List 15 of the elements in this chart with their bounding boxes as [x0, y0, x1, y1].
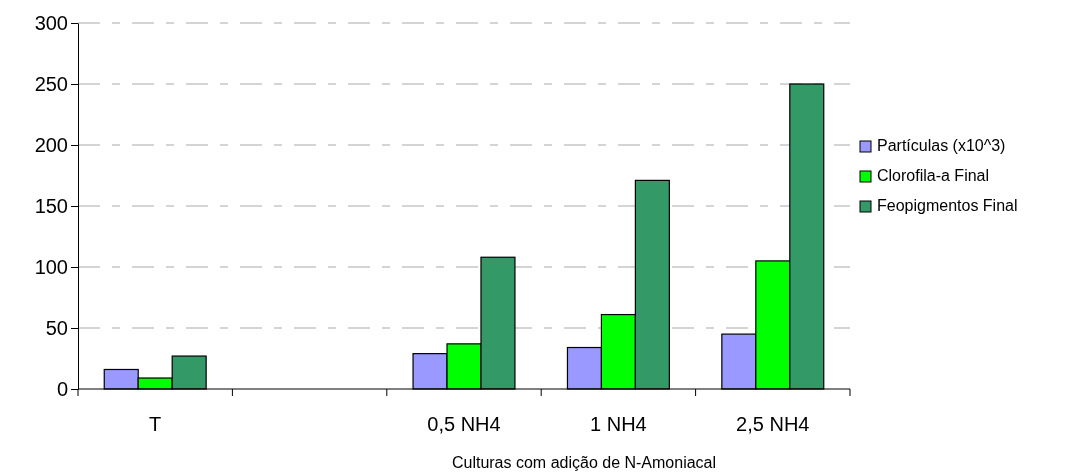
y-tick-label: 100 [34, 255, 68, 278]
x-tick-label: 1 NH4 [590, 413, 647, 435]
x-tick-label: 2,5 NH4 [736, 413, 810, 435]
y-tick-label: 150 [34, 194, 68, 217]
y-tick-label: 250 [34, 72, 68, 95]
y-tick-label: 200 [34, 133, 68, 156]
x-axis-title: Culturas com adição de N-Amoniacal [451, 454, 717, 471]
y-tick-label: 0 [56, 377, 68, 400]
legend-label: Partículas (x10^3) [877, 137, 1006, 154]
y-tick-label: 300 [34, 11, 68, 34]
legend-label: Clorofila-a Final [877, 167, 990, 184]
y-tick-label: 50 [45, 316, 68, 339]
legend-label: Feopigmentos Final [877, 197, 1018, 214]
x-tick-label: 0,5 NH4 [427, 413, 501, 435]
x-tick-label: T [149, 413, 162, 435]
